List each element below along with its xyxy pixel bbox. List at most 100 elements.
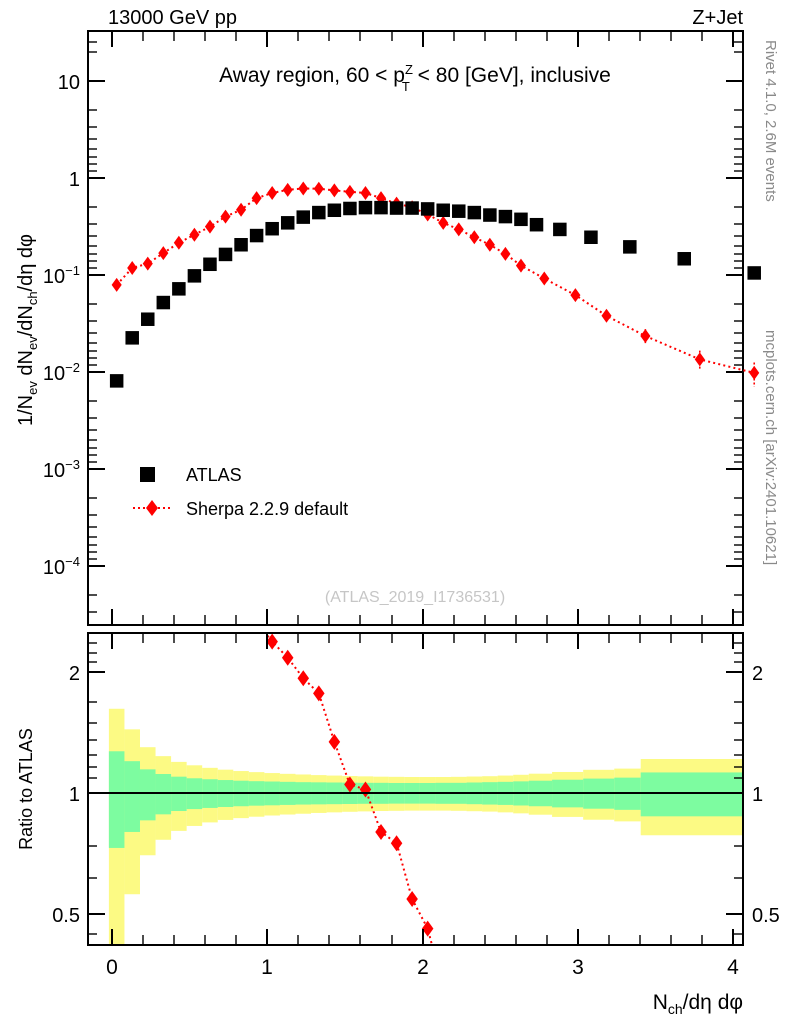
data-point-marker [156,295,171,310]
data-point-marker [189,227,200,242]
data-point-marker [125,331,139,345]
data-point-marker [436,203,450,218]
main-yticks [88,80,743,567]
main-xticks [111,31,734,625]
data-point-marker [343,201,357,216]
data-point-marker [375,823,387,840]
main-panel-title: Away region, 60 < pZ T < 80 [GeV], inclus… [219,62,611,94]
data-point-marker [111,277,122,292]
data-point-marker [749,365,760,380]
main-ylabel: 1/Nev dNev/dNch/dη dφ [15,234,40,426]
ratio-panel-frame [87,632,744,946]
data-point-marker [218,247,233,262]
data-point-marker [584,230,598,245]
data-point-marker [158,246,169,261]
data-point-marker [515,258,527,273]
main-ytick-label-3: 10−2 [43,360,80,385]
data-point-marker [484,237,495,252]
data-point-marker [601,308,612,323]
data-point-marker [296,210,311,224]
data-point-marker [539,271,550,286]
ratio-xticks [111,633,734,945]
uncertainty-band-segment-inner [640,772,742,817]
data-point-marker [514,212,528,227]
ratio-ytick-label-1: 1 [69,784,80,806]
ratio-xticks-minor [142,633,703,945]
data-point-marker [483,208,497,222]
data-point-marker [327,203,342,218]
data-point-marker [312,205,326,220]
data-point-marker [141,312,155,326]
data-point-marker [553,222,567,237]
xtick-label-0: 0 [106,956,118,979]
xaxis-label: Nch/dη dφ [653,991,743,1017]
legend-label-sherpa: Sherpa 2.2.9 default [186,499,348,519]
data-point-marker [172,282,186,296]
ratio-yticks [88,671,743,915]
data-point-marker [469,230,480,245]
sherpa-points-main [111,181,760,387]
data-point-marker [405,201,419,215]
data-point-marker [280,216,295,230]
legend-marker-sherpa [146,500,158,516]
data-point-marker [187,269,202,283]
main-ytick-label-0: 10 [58,72,80,94]
legend: ATLAS Sherpa 2.2.9 default [133,465,348,519]
ratio-ytick-label-right-1: 1 [752,784,763,806]
mcplots-source-label: mcplots.cern.ch [arXiv:2401.10621] [762,330,779,565]
analysis-watermark: (ATLAS_2019_I1736531) [325,589,505,606]
data-point-marker [453,222,464,237]
legend-label-atlas: ATLAS [186,465,242,485]
ratio-panel: 2 1 0.5 2 1 0.5 [16,632,780,946]
uncertainty-band-segment-inner [124,761,140,832]
main-ytick-label-5: 10−4 [43,554,80,579]
data-point-marker [640,329,651,344]
data-point-marker [329,183,340,198]
data-point-marker [281,649,294,666]
main-ytick-label-1: 1 [69,169,80,191]
data-point-marker [374,200,388,215]
ratio-ylabel: Ratio to ATLAS [16,728,36,850]
data-point-marker [251,191,262,206]
xtick-label-3: 3 [572,956,584,979]
data-point-marker [358,200,373,215]
xtick-label-2: 2 [417,956,429,979]
uncertainty-band-segment-inner [139,769,156,821]
rivet-version-label: Rivet 4.1.0, 2.6M events [762,40,779,202]
data-point-marker [249,228,264,243]
data-point-marker [570,288,581,303]
uncertainty-band-outer [108,708,742,944]
data-point-marker [420,202,435,216]
data-point-marker [236,202,247,217]
header-left: 13000 GeV pp [108,7,237,29]
data-point-marker [266,634,278,650]
data-point-marker [421,920,434,937]
header-right: Z+Jet [692,7,743,29]
data-point-marker [498,209,513,224]
data-point-marker [344,184,355,199]
sherpa-ratio-points [266,634,434,937]
main-ytick-label-4: 10−3 [43,457,80,482]
main-panel: Away region, 60 < pZ T < 80 [GeV], inclus… [43,30,761,626]
ratio-ytick-label-0: 2 [69,663,80,685]
ratio-yticks-minor [88,642,743,935]
data-point-marker [313,685,325,702]
data-point-marker [694,352,705,367]
data-point-marker [623,240,637,254]
data-point-marker [234,238,248,252]
data-point-marker [109,374,124,388]
data-point-marker [390,835,403,852]
data-point-marker [313,181,324,196]
data-point-marker [677,252,691,266]
data-point-marker [747,266,761,280]
data-point-marker [360,186,371,201]
data-point-marker [267,186,278,201]
data-point-marker [173,235,184,250]
legend-marker-atlas [140,467,155,482]
data-point-marker [298,181,309,196]
data-point-marker [344,776,356,793]
data-point-marker [438,215,449,230]
data-point-marker [142,256,153,271]
